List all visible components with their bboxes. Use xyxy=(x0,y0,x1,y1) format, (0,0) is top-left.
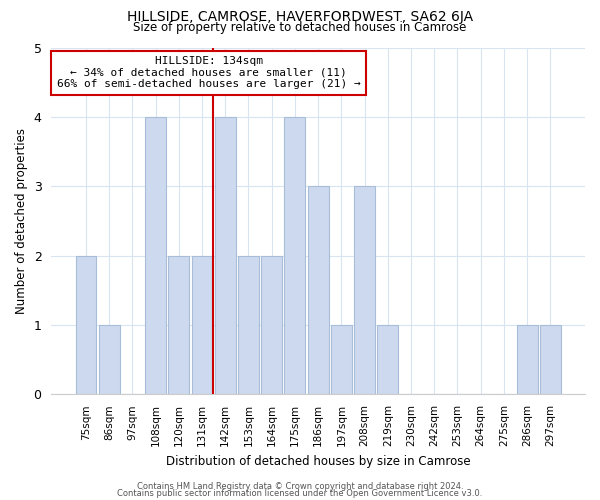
Bar xyxy=(284,117,305,394)
Bar xyxy=(331,325,352,394)
Text: Size of property relative to detached houses in Camrose: Size of property relative to detached ho… xyxy=(133,22,467,35)
Bar xyxy=(238,256,259,394)
Bar xyxy=(354,186,375,394)
Bar xyxy=(76,256,97,394)
Text: Contains HM Land Registry data © Crown copyright and database right 2024.: Contains HM Land Registry data © Crown c… xyxy=(137,482,463,491)
Text: Contains public sector information licensed under the Open Government Licence v3: Contains public sector information licen… xyxy=(118,489,482,498)
Text: HILLSIDE, CAMROSE, HAVERFORDWEST, SA62 6JA: HILLSIDE, CAMROSE, HAVERFORDWEST, SA62 6… xyxy=(127,10,473,24)
Bar xyxy=(261,256,282,394)
Bar xyxy=(145,117,166,394)
Bar xyxy=(215,117,236,394)
Bar xyxy=(377,325,398,394)
Y-axis label: Number of detached properties: Number of detached properties xyxy=(15,128,28,314)
Bar xyxy=(540,325,561,394)
Bar xyxy=(169,256,189,394)
Text: HILLSIDE: 134sqm
← 34% of detached houses are smaller (11)
66% of semi-detached : HILLSIDE: 134sqm ← 34% of detached house… xyxy=(57,56,361,90)
Bar xyxy=(99,325,119,394)
Bar xyxy=(191,256,212,394)
Bar xyxy=(517,325,538,394)
X-axis label: Distribution of detached houses by size in Camrose: Distribution of detached houses by size … xyxy=(166,454,470,468)
Bar xyxy=(308,186,329,394)
